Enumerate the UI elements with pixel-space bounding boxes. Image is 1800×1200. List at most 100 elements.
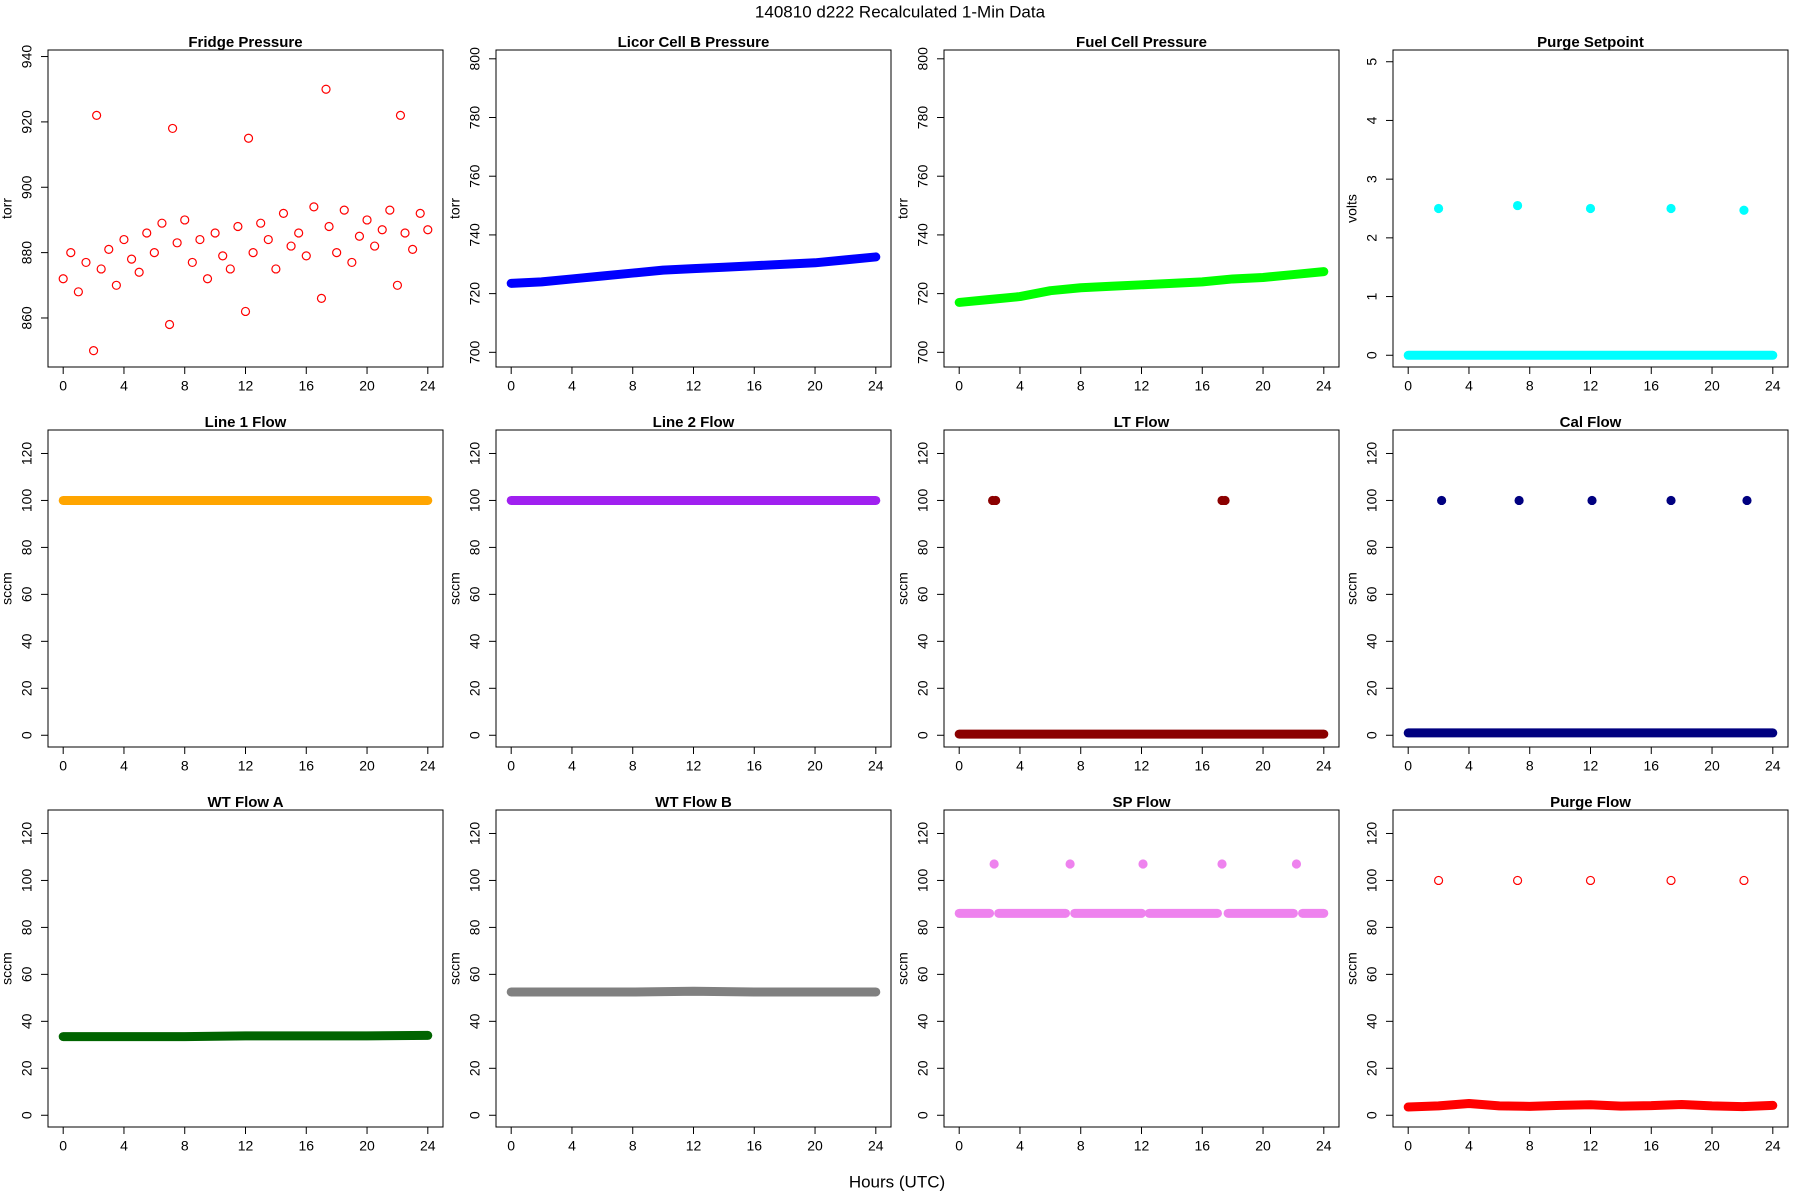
data-band (954, 267, 1329, 307)
y-tick-label: 40 (467, 633, 483, 649)
panel-title: Fridge Pressure (188, 34, 302, 51)
x-tick-label: 4 (568, 1138, 576, 1154)
y-tick-label: 0 (19, 731, 35, 739)
data-point (88, 346, 99, 356)
y-tick-label: 60 (1364, 586, 1380, 602)
y-tick-label: 60 (467, 586, 483, 602)
x-tick-label: 12 (238, 378, 254, 394)
data-point (1291, 859, 1302, 869)
data-point (1585, 203, 1596, 214)
x-tick-label: 4 (1465, 378, 1473, 394)
x-tick-label: 12 (1134, 378, 1150, 394)
y-tick-label: 920 (19, 110, 35, 134)
panel: WT Flow A sccm 0 20 40 60 80 100 120 0 4 8 12 16 20 24 (0, 794, 444, 1154)
x-tick-label: 8 (629, 1138, 637, 1154)
x-tick-label: 8 (181, 378, 189, 394)
y-axis-label: torr (447, 198, 463, 219)
plot-frame (47, 49, 444, 368)
data-point (164, 319, 175, 330)
x-tick-label: 8 (629, 758, 637, 774)
y-tick-label: 120 (915, 822, 931, 846)
y-tick-label: 100 (915, 489, 931, 513)
data-point (111, 280, 121, 290)
x-tick-label: 24 (1765, 1138, 1781, 1154)
y-tick-label: 20 (19, 680, 35, 696)
x-tick-label: 20 (1704, 1138, 1720, 1154)
data-point (347, 257, 357, 268)
data-point (1437, 495, 1447, 506)
y-tick-label: 3 (1364, 175, 1380, 183)
data-point (392, 280, 403, 290)
y-axis-label: volts (1344, 194, 1360, 223)
x-tick-label: 12 (1583, 758, 1599, 774)
plot-frame (47, 429, 444, 748)
data-point (395, 110, 406, 120)
y-tick-label: 700 (915, 340, 931, 364)
y-tick-label: 40 (1364, 633, 1380, 649)
y-tick-label: 20 (467, 680, 483, 696)
y-tick-label: 120 (915, 442, 931, 466)
x-tick-label: 4 (1016, 1138, 1024, 1154)
x-tick-label: 20 (807, 1138, 823, 1154)
y-axis-label: torr (895, 198, 911, 219)
x-tick-label: 12 (686, 1138, 702, 1154)
y-tick-label: 100 (467, 489, 483, 513)
y-axis-label: torr (0, 198, 15, 219)
data-point (1512, 875, 1523, 886)
data-band (58, 1030, 433, 1042)
data-point (92, 110, 102, 120)
x-tick-label: 0 (507, 758, 515, 774)
x-tick-label: 24 (1316, 758, 1332, 774)
y-tick-label: 0 (467, 731, 483, 739)
y-tick-label: 100 (915, 869, 931, 893)
panel: Licor Cell B Pressure torr 700 720 740 760 780… (447, 34, 892, 394)
y-tick-label: 80 (467, 539, 483, 555)
x-tick-label: 16 (1643, 378, 1659, 394)
x-tick-label: 0 (507, 378, 515, 394)
y-tick-label: 5 (1364, 58, 1380, 66)
x-tick-label: 16 (1194, 1138, 1210, 1154)
x-tick-label: 4 (568, 378, 576, 394)
data-band (506, 986, 881, 997)
y-tick-label: 900 (19, 175, 35, 199)
y-tick-label: 40 (915, 633, 931, 649)
y-axis-label: sccm (0, 952, 15, 985)
x-tick-label: 4 (568, 758, 576, 774)
data-point (1138, 859, 1148, 869)
x-tick-label: 12 (238, 1138, 254, 1154)
plot-frame (47, 809, 444, 1128)
data-point (301, 251, 311, 261)
plot-frame (1392, 809, 1789, 1128)
x-tick-label: 12 (238, 758, 254, 774)
data-point (309, 202, 319, 212)
y-tick-label: 40 (467, 1013, 483, 1029)
data-point (385, 205, 395, 215)
y-tick-label: 0 (915, 731, 931, 739)
y-tick-label: 40 (19, 1013, 35, 1029)
data-band (506, 252, 881, 288)
plot-frame (1392, 429, 1789, 748)
data-point (1220, 495, 1230, 506)
x-tick-label: 8 (1077, 758, 1085, 774)
x-tick-label: 12 (1583, 1138, 1599, 1154)
data-point (119, 234, 129, 245)
y-tick-label: 20 (1364, 1060, 1380, 1076)
panel-title: WT Flow A (207, 794, 283, 811)
data-point (1666, 495, 1676, 506)
x-tick-label: 0 (955, 758, 963, 774)
x-tick-label: 4 (1016, 758, 1024, 774)
x-tick-label: 4 (1465, 758, 1473, 774)
data-point (180, 215, 190, 225)
x-tick-label: 0 (955, 378, 963, 394)
x-tick-label: 8 (1526, 1138, 1534, 1154)
y-axis-label: sccm (447, 572, 463, 605)
x-tick-label: 20 (1704, 758, 1720, 774)
data-point (195, 234, 205, 245)
x-tick-label: 12 (1134, 1138, 1150, 1154)
y-tick-label: 940 (19, 45, 35, 69)
data-point (1514, 495, 1524, 506)
y-tick-label: 860 (19, 306, 35, 330)
x-tick-label: 16 (1643, 1138, 1659, 1154)
data-point (408, 244, 418, 254)
